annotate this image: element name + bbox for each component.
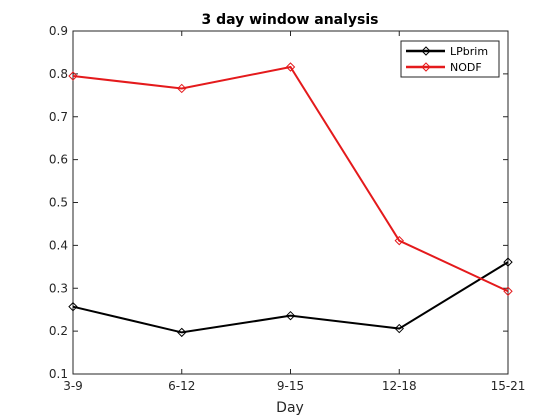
data-point-lpbrim bbox=[68, 301, 78, 312]
x-tick-label: 15-21 bbox=[491, 379, 526, 393]
legend-label-nodf: NODF bbox=[450, 61, 482, 74]
data-point-nodf bbox=[68, 71, 78, 81]
legend: LPbrim NODF bbox=[400, 40, 500, 78]
legend-label-lpbrim: LPbrim bbox=[450, 45, 488, 58]
x-tick-label: 9-15 bbox=[277, 379, 304, 393]
series-line-nodf bbox=[72, 65, 509, 293]
y-tick-label: 0.9 bbox=[49, 24, 68, 38]
x-tick-label: 12-18 bbox=[382, 379, 417, 393]
x-axis-label: Day bbox=[276, 400, 304, 416]
data-point-nodf bbox=[503, 286, 513, 296]
data-point-nodf bbox=[285, 62, 296, 72]
data-point-lpbrim bbox=[503, 257, 513, 267]
y-tick-label: 0.8 bbox=[49, 67, 68, 81]
data-point-lpbrim bbox=[285, 310, 296, 321]
x-tick-label: 3-9 bbox=[63, 379, 83, 393]
chart-title: 3 day window analysis bbox=[201, 12, 378, 28]
data-point-lpbrim bbox=[394, 323, 404, 334]
y-tick-label: 0.7 bbox=[49, 110, 68, 124]
legend-marker-lpbrim bbox=[421, 46, 431, 56]
plot-area bbox=[72, 30, 509, 375]
y-tick-label: 0.2 bbox=[49, 324, 68, 338]
series-layer bbox=[68, 62, 513, 338]
data-point-lpbrim bbox=[177, 327, 187, 338]
y-axis: 0.1 0.2 0.3 0.4 0.5 0.6 0.7 0.8 0.9 bbox=[49, 24, 508, 381]
x-axis: 3-9 6-12 9-15 12-18 15-21 bbox=[63, 31, 525, 393]
series-line-lpbrim bbox=[72, 261, 509, 334]
legend-marker-nodf bbox=[421, 62, 431, 72]
y-tick-label: 0.4 bbox=[49, 238, 68, 252]
data-point-nodf bbox=[177, 83, 187, 94]
y-tick-label: 0.3 bbox=[49, 281, 68, 295]
legend-box bbox=[400, 40, 500, 78]
y-tick-label: 0.5 bbox=[49, 196, 68, 210]
data-point-nodf bbox=[394, 235, 404, 246]
y-tick-label: 0.6 bbox=[49, 153, 68, 167]
x-tick-label: 6-12 bbox=[168, 379, 195, 393]
y-tick-label: 0.1 bbox=[49, 367, 68, 381]
